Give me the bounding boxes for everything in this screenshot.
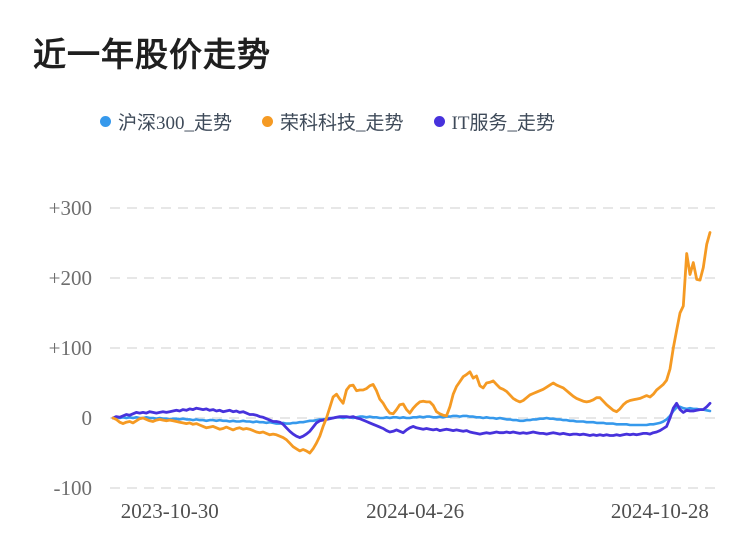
x-axis-tick-label: 2023-10-30 [120, 499, 219, 523]
legend-item-hs300[interactable]: 沪深300_走势 [100, 108, 232, 135]
x-axis-tick-label: 2024-10-28 [610, 499, 709, 523]
legend-label: IT服务_走势 [451, 113, 555, 134]
y-axis-tick-label: +200 [48, 266, 92, 290]
x-axis-tick-label: 2024-04-26 [366, 499, 465, 523]
legend-dot-icon [262, 116, 274, 127]
legend-item-rongke[interactable]: 荣科科技_走势 [262, 108, 404, 135]
chart-title: 近一年股价走势 [33, 36, 271, 73]
y-axis-tick-label: 0 [81, 406, 93, 430]
legend-label: 荣科科技_走势 [280, 113, 404, 134]
y-axis-tick-label: +100 [48, 336, 92, 360]
legend-dot-icon [100, 116, 111, 127]
chart-legend: 沪深300_走势 荣科科技_走势 IT服务_走势 [100, 108, 555, 135]
series-line-IT服务_走势 [111, 401, 712, 440]
series-line-沪深300_走势 [111, 405, 712, 427]
legend-dot-icon [433, 116, 445, 127]
series-line-荣科科技_走势 [111, 231, 712, 455]
legend-item-itservice[interactable]: IT服务_走势 [433, 108, 555, 135]
y-axis-tick-label: -100 [53, 476, 93, 500]
y-axis-tick-label: +300 [48, 196, 92, 220]
legend-label: 沪深300_走势 [118, 113, 233, 134]
